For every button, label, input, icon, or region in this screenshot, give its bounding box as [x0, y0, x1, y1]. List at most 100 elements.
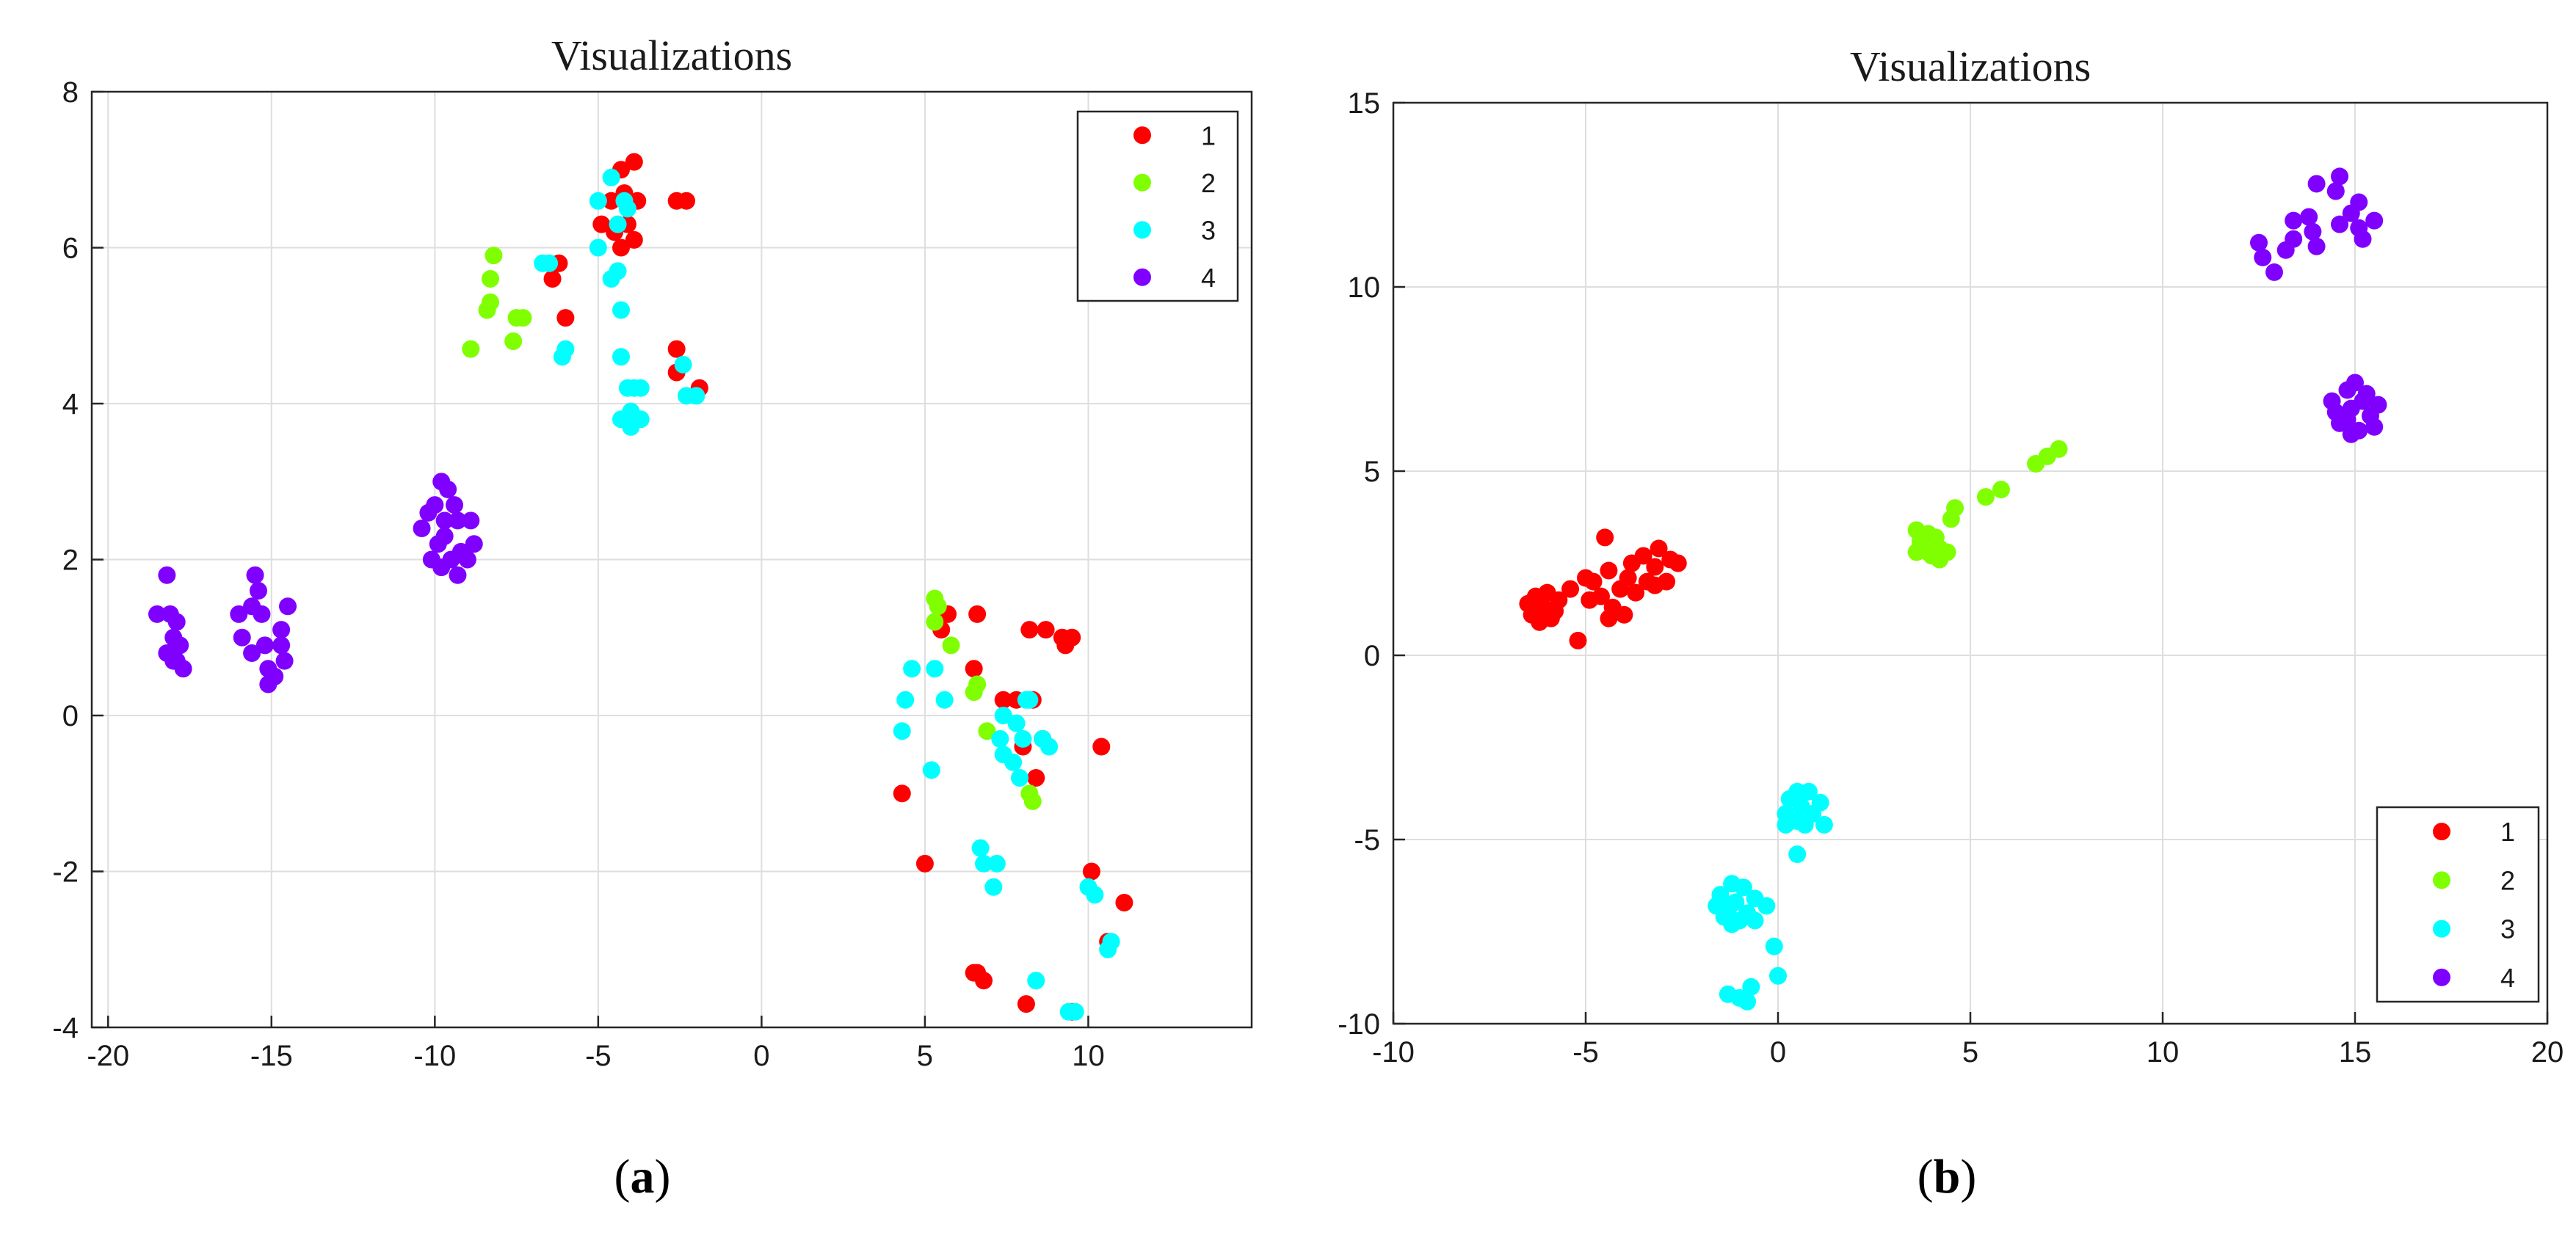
point-series-4 — [419, 503, 438, 522]
point-series-2 — [929, 597, 947, 616]
point-series-1 — [1092, 738, 1111, 756]
legend-marker — [1133, 173, 1151, 192]
x-tick-label: 0 — [1770, 1036, 1786, 1068]
point-series-4 — [2254, 248, 2272, 266]
point-series-4 — [2307, 237, 2326, 255]
legend-marker — [2433, 920, 2450, 938]
point-series-3 — [984, 878, 1003, 896]
point-series-3 — [534, 254, 552, 272]
point-series-4 — [230, 605, 248, 623]
point-series-3 — [1723, 915, 1741, 933]
point-series-4 — [2304, 222, 2322, 241]
point-series-4 — [2342, 425, 2360, 443]
point-series-4 — [233, 628, 251, 647]
point-series-3 — [987, 854, 1006, 873]
point-series-3 — [1765, 937, 1783, 955]
point-series-4 — [432, 558, 451, 577]
point-series-3 — [609, 215, 627, 233]
x-tick-label: 5 — [917, 1040, 933, 1072]
x-tick-label: 20 — [2531, 1036, 2564, 1068]
point-series-3 — [1799, 782, 1818, 801]
point-series-1 — [1542, 609, 1560, 627]
point-series-1 — [556, 309, 575, 327]
point-series-1 — [1569, 631, 1587, 649]
point-series-4 — [449, 511, 467, 530]
point-series-1 — [1646, 558, 1664, 576]
point-series-1 — [1615, 605, 1633, 624]
legend-label: 2 — [2500, 865, 2515, 895]
point-series-4 — [249, 582, 267, 600]
point-series-3 — [631, 379, 650, 397]
point-series-4 — [465, 535, 483, 553]
point-series-1 — [1037, 621, 1055, 639]
y-tick-label: 0 — [62, 700, 79, 732]
legend-label: 3 — [1201, 215, 1216, 245]
point-series-4 — [167, 652, 186, 670]
point-series-2 — [478, 301, 496, 319]
point-series-3 — [1738, 992, 1757, 1011]
point-series-1 — [975, 972, 993, 990]
x-tick-label: 10 — [1072, 1040, 1105, 1072]
chart-panel-b: -10 -5 0 5 10 15 20 -10 -5 0 5 10 15 Visualizations 1 2… — [1338, 43, 2564, 1204]
point-series-4 — [2331, 414, 2349, 432]
point-series-2 — [926, 613, 944, 631]
point-series-4 — [462, 511, 480, 530]
point-series-4 — [2307, 175, 2326, 193]
point-series-1 — [1600, 561, 1618, 580]
point-series-3 — [893, 722, 911, 740]
point-series-4 — [275, 652, 294, 670]
legend: 1 2 3 4 — [1076, 110, 1239, 302]
point-series-3 — [971, 839, 990, 857]
point-series-4 — [243, 644, 261, 662]
point-series-3 — [1011, 769, 1028, 787]
point-series-1 — [1056, 636, 1075, 655]
point-series-3 — [1086, 886, 1104, 904]
point-series-3 — [1004, 753, 1023, 771]
point-series-4 — [253, 605, 271, 623]
point-series-1 — [678, 192, 696, 210]
chart-panel-a: -20 -15 -10 -5 0 5 10-4-202468Visualizations12… — [52, 32, 1253, 1204]
point-series-3 — [903, 660, 921, 678]
legend-label: 1 — [2500, 817, 2515, 847]
point-series-3 — [922, 761, 940, 779]
point-series-4 — [2338, 381, 2357, 399]
legend-box — [2376, 806, 2540, 1003]
point-series-4 — [2354, 230, 2372, 248]
point-series-1 — [625, 230, 643, 249]
point-series-3 — [612, 348, 631, 366]
point-series-3 — [1734, 878, 1752, 897]
point-series-4 — [2276, 241, 2295, 259]
y-tick-label: 8 — [62, 76, 79, 109]
point-series-4 — [2331, 167, 2349, 186]
point-series-1 — [893, 784, 911, 803]
point-series-3 — [612, 301, 631, 319]
point-series-3 — [991, 729, 1009, 748]
legend-label: 4 — [1201, 263, 1216, 293]
point-series-1 — [968, 605, 987, 623]
point-series-3 — [1020, 691, 1039, 709]
point-series-4 — [272, 636, 291, 655]
point-series-4 — [429, 535, 447, 553]
point-series-2 — [942, 636, 960, 655]
point-series-1 — [602, 192, 620, 210]
y-tick-label: -5 — [1354, 824, 1380, 856]
point-series-3 — [896, 691, 915, 709]
point-series-4 — [2300, 208, 2318, 226]
legend: 1 2 3 4 — [2376, 806, 2540, 1003]
point-series-1 — [1020, 621, 1039, 639]
point-series-3 — [1746, 911, 1764, 930]
y-tick-label: 2 — [62, 545, 79, 577]
x-tick-label: 10 — [2147, 1036, 2180, 1068]
point-series-1 — [1611, 580, 1630, 598]
y-tick-label: 0 — [1364, 640, 1380, 672]
point-series-3 — [1014, 729, 1032, 748]
x-tick-label: 0 — [753, 1040, 769, 1072]
point-series-1 — [915, 854, 934, 873]
point-series-2 — [481, 270, 499, 288]
point-series-3 — [975, 854, 993, 873]
point-series-4 — [259, 675, 277, 693]
x-tick-label: -15 — [250, 1040, 293, 1072]
point-series-4 — [2331, 215, 2349, 233]
y-tick-label: -4 — [52, 1012, 79, 1044]
